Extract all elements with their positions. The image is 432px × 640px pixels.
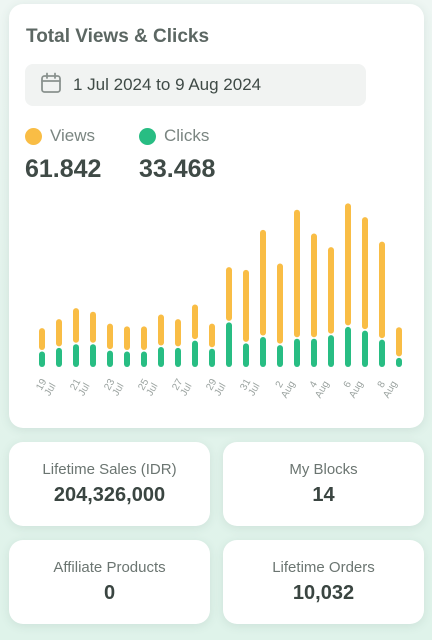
date-range-text: 1 Jul 2024 to 9 Aug 2024 (73, 75, 262, 94)
clicks-bar[interactable] (124, 351, 130, 367)
views-bar[interactable] (396, 327, 402, 357)
clicks-bar[interactable] (90, 344, 96, 367)
clicks-bar[interactable] (243, 343, 249, 367)
x-tick-day: 31 (238, 377, 253, 393)
clicks-bar[interactable] (362, 330, 368, 367)
stat-value: 14 (312, 484, 335, 506)
x-tick-day: 25 (136, 377, 151, 393)
x-tick-day: 6 (342, 379, 355, 390)
clicks-bar[interactable] (73, 344, 79, 367)
views-bar[interactable] (107, 323, 113, 350)
clicks-bar[interactable] (209, 348, 215, 367)
x-tick-day: 4 (308, 379, 321, 390)
views-bar[interactable] (260, 229, 266, 336)
x-tick-day: 8 (376, 379, 389, 390)
stat-card-lifetime-sales[interactable]: Lifetime Sales (IDR) 204,326,000 (9, 442, 210, 526)
calendar-icon (39, 71, 63, 100)
views-bar[interactable] (192, 304, 198, 340)
views-bar[interactable] (124, 326, 130, 351)
views-bar[interactable] (39, 328, 45, 351)
x-tick-day: 21 (68, 377, 83, 393)
stat-value: 204,326,000 (53, 484, 166, 506)
clicks-bar[interactable] (311, 338, 317, 367)
card-title: Total Views & Clicks (26, 26, 210, 47)
clicks-bar[interactable] (141, 351, 147, 367)
views-bar[interactable] (141, 326, 147, 351)
x-tick-month: Aug (313, 379, 331, 400)
views-legend-dot (25, 127, 42, 145)
stat-label: Affiliate Products (53, 559, 166, 576)
clicks-bar[interactable] (226, 322, 232, 367)
clicks-bar[interactable] (294, 338, 300, 367)
date-range-picker[interactable]: 1 Jul 2024 to 9 Aug 2024 (25, 64, 366, 106)
views-bar[interactable] (379, 241, 385, 339)
legend-views: Views (25, 126, 95, 146)
clicks-bar[interactable] (379, 339, 385, 367)
clicks-bar[interactable] (260, 336, 266, 367)
stat-card-lifetime-orders[interactable]: Lifetime Orders 10,032 (223, 540, 424, 624)
stat-value: 0 (103, 582, 116, 604)
stat-label: Lifetime Orders (272, 559, 375, 576)
views-bar[interactable] (90, 311, 96, 343)
views-bar[interactable] (345, 203, 351, 326)
stat-label: Lifetime Sales (IDR) (42, 461, 177, 478)
clicks-bar[interactable] (39, 351, 45, 367)
x-tick-day: 29 (204, 377, 219, 393)
clicks-bar[interactable] (192, 340, 198, 367)
clicks-bar[interactable] (396, 357, 402, 367)
views-bar[interactable] (294, 209, 300, 338)
clicks-bar[interactable] (56, 347, 62, 367)
clicks-total: 33.468 (139, 155, 216, 183)
views-clicks-card: Total Views & Clicks 1 Jul 2024 to 9 Aug… (9, 4, 424, 428)
views-bar[interactable] (209, 323, 215, 348)
clicks-bar[interactable] (328, 335, 334, 367)
x-tick-day: 2 (274, 379, 287, 390)
views-bar[interactable] (311, 233, 317, 338)
clicks-legend-label: Clicks (164, 126, 210, 145)
views-bar[interactable] (56, 319, 62, 347)
clicks-bar[interactable] (277, 345, 283, 367)
legend-clicks: Clicks (139, 126, 209, 146)
clicks-bar[interactable] (175, 347, 181, 367)
clicks-legend-dot (139, 127, 156, 145)
stat-label: My Blocks (289, 461, 358, 478)
views-bar[interactable] (362, 217, 368, 330)
views-bar[interactable] (226, 267, 232, 321)
x-tick-day: 23 (102, 377, 117, 393)
views-total: 61.842 (25, 155, 102, 183)
clicks-bar[interactable] (345, 326, 351, 367)
views-bar[interactable] (73, 308, 79, 343)
x-tick-month: Aug (279, 379, 297, 400)
x-tick-day: 19 (34, 377, 49, 393)
views-bar[interactable] (243, 269, 249, 342)
views-bar[interactable] (158, 314, 164, 346)
x-tick-day: 27 (170, 377, 185, 393)
clicks-bar[interactable] (107, 350, 113, 367)
views-bar[interactable] (277, 263, 283, 344)
stat-card-my-blocks[interactable]: My Blocks 14 (223, 442, 424, 526)
stat-card-affiliate-products[interactable]: Affiliate Products 0 (9, 540, 210, 624)
clicks-bar[interactable] (158, 346, 164, 367)
views-bar[interactable] (175, 319, 181, 347)
views-legend-label: Views (50, 126, 96, 145)
x-tick-month: Aug (381, 379, 399, 400)
views-bar[interactable] (328, 247, 334, 334)
stat-value: 10,032 (292, 582, 355, 604)
x-tick-month: Aug (347, 379, 365, 400)
